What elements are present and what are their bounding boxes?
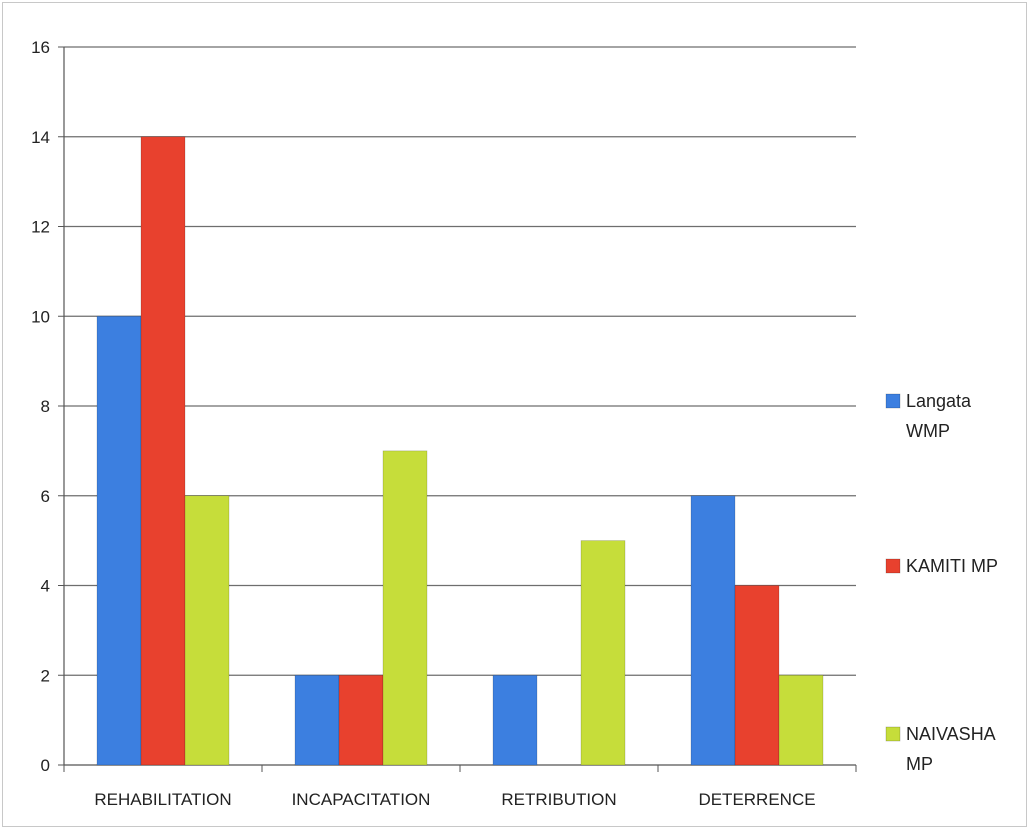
legend-label-naivasha-mp-line-1: NAIVASHA <box>906 724 996 744</box>
x-category-label-deterrence: DETERRENCE <box>698 790 815 809</box>
x-category-label-incapacitation: INCAPACITATION <box>292 790 431 809</box>
bar-incapacitation-naivasha-mp <box>382 450 428 766</box>
y-tick-label-4: 4 <box>41 577 50 596</box>
y-tick-label-12: 12 <box>31 218 50 237</box>
bar-retribution-naivasha-mp <box>580 540 626 766</box>
bar-rehabilitation-kamiti-mp <box>140 136 186 766</box>
legend-label-kamiti-mp-line-1: KAMITI MP <box>906 556 998 576</box>
y-tick-label-16: 16 <box>31 38 50 57</box>
legend-label-langata-wmp-line-1: Langata <box>906 391 972 411</box>
legend-swatch-kamiti-mp <box>885 558 901 574</box>
bar-incapacitation-langata-wmp <box>294 674 340 766</box>
y-tick-label-2: 2 <box>41 666 50 685</box>
y-tick-label-14: 14 <box>31 128 50 147</box>
bar-rehabilitation-naivasha-mp <box>184 495 230 766</box>
legend-label-langata-wmp-line-2: WMP <box>906 421 950 441</box>
y-tick-label-6: 6 <box>41 487 50 506</box>
y-tick-label-0: 0 <box>41 756 50 775</box>
bar-deterrence-langata-wmp <box>690 495 736 766</box>
legend-swatch-langata-wmp <box>885 393 901 409</box>
legend-swatch-naivasha-mp <box>885 726 901 742</box>
x-category-label-retribution: RETRIBUTION <box>501 790 616 809</box>
bar-retribution-langata-wmp <box>492 674 538 766</box>
bar-deterrence-naivasha-mp <box>778 674 824 766</box>
x-category-label-rehabilitation: REHABILITATION <box>94 790 231 809</box>
bar-deterrence-kamiti-mp <box>734 585 780 766</box>
y-tick-label-10: 10 <box>31 307 50 326</box>
y-tick-label-8: 8 <box>41 397 50 416</box>
bar-rehabilitation-langata-wmp <box>96 315 142 766</box>
bar-incapacitation-kamiti-mp <box>338 674 384 766</box>
legend-label-naivasha-mp-line-2: MP <box>906 754 933 774</box>
